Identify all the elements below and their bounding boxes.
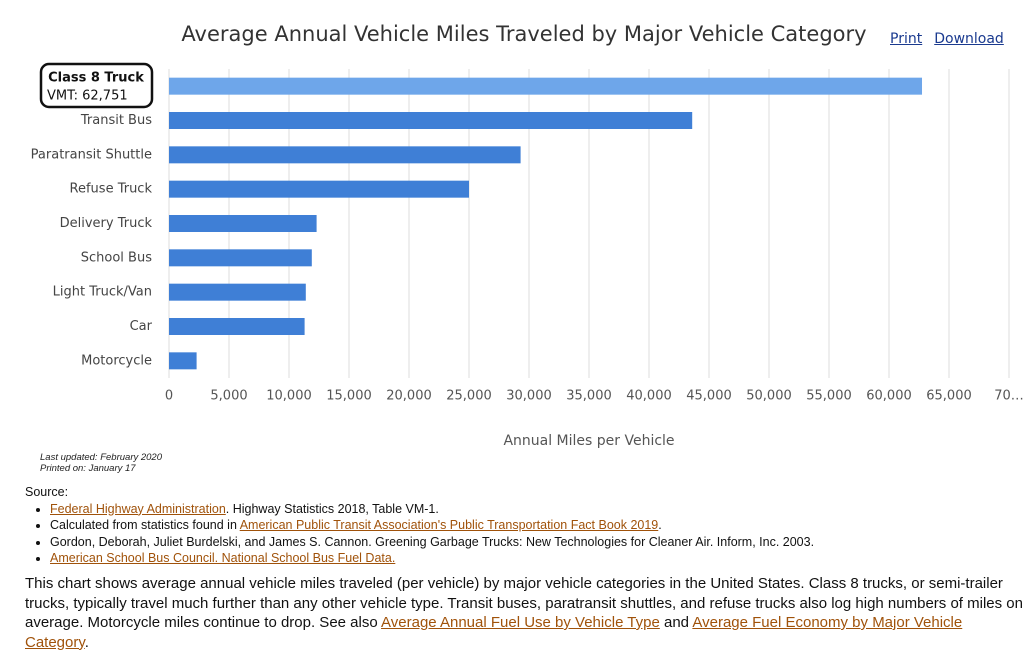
x-tick-label: 40,000 [626, 389, 672, 404]
x-tick-label: 50,000 [746, 389, 792, 404]
y-tick-label: Paratransit Shuttle [31, 147, 152, 162]
tooltip-title: Class 8 Truck [48, 71, 144, 86]
link[interactable]: Federal Highway Administration [50, 501, 226, 516]
x-tick-label: 30,000 [506, 389, 552, 404]
bar [169, 215, 317, 232]
y-tick-label: Delivery Truck [60, 216, 153, 231]
bar [169, 283, 306, 301]
bar [169, 112, 693, 129]
x-tick-label: 5,000 [210, 389, 247, 404]
y-tick-label: Refuse Truck [70, 182, 153, 197]
link[interactable]: Average Fuel Economy by Major Vehicle Ca… [25, 614, 963, 651]
tooltip-box [39, 62, 154, 109]
text: . Highway Statistics 2018, Table VM-1. [225, 501, 439, 516]
bar [169, 249, 312, 267]
text: . [658, 518, 662, 532]
x-tick-label: 60,000 [866, 389, 912, 404]
bar [169, 180, 469, 198]
x-tick-label: 55,000 [806, 389, 852, 404]
description: This chart shows average annual vehicle … [25, 574, 1024, 652]
x-tick-label: 45,000 [686, 389, 732, 404]
source-list: Federal Highway Administration. Highway … [25, 501, 814, 567]
toolbar: Print Download [890, 31, 1016, 47]
source-item: Calculated from statistics found in Amer… [50, 517, 814, 534]
x-tick-label: 35,000 [566, 389, 612, 404]
link[interactable]: American School Bus Council. National Sc… [50, 551, 396, 565]
y-tick-label: School Bus [81, 250, 152, 265]
y-tick-label: Motorcycle [81, 353, 152, 368]
sources: Source: Federal Highway Administration. … [25, 484, 814, 567]
text: . [84, 633, 89, 651]
bar [169, 352, 197, 370]
last-updated: Last updated: February 2020 [40, 452, 163, 463]
link[interactable]: American Public Transit Association's Pu… [239, 518, 659, 532]
text: This chart shows average annual vehicle … [25, 575, 1023, 631]
source-item: Federal Highway Administration. Highway … [50, 501, 814, 518]
source-item: Gordon, Deborah, Juliet Burdelski, and J… [50, 534, 814, 551]
notes: Last updated: February 2020 Printed on: … [40, 452, 162, 474]
y-tick-label: Light Truck/Van [53, 285, 152, 300]
x-tick-label: 65,000 [926, 389, 972, 404]
bar [169, 318, 305, 335]
x-tick-label: 20,000 [386, 389, 432, 404]
text: and [659, 614, 693, 631]
x-tick-label: 0 [165, 389, 173, 404]
y-tick-label: Transit Bus [80, 113, 152, 128]
x-tick-label: 15,000 [326, 389, 372, 404]
chart-title: Average Annual Vehicle Miles Traveled by… [181, 22, 866, 46]
print-link[interactable]: Print [890, 31, 923, 47]
printed-on: Printed on: January 17 [40, 463, 136, 474]
source-title: Source: [25, 485, 69, 499]
x-axis-label: Annual Miles per Vehicle [503, 433, 674, 449]
source-item: American School Bus Council. National Sc… [50, 550, 814, 567]
x-tick-label: 70… [994, 389, 1024, 404]
bar [169, 77, 923, 95]
chart: Average Annual Vehicle Miles Traveled by… [31, 22, 1024, 449]
link[interactable]: Average Annual Fuel Use by Vehicle Type [381, 614, 660, 631]
download-link[interactable]: Download [934, 31, 1004, 47]
x-tick-label: 25,000 [446, 389, 492, 404]
text: Gordon, Deborah, Juliet Burdelski, and J… [50, 534, 815, 549]
tooltip-value: VMT: 62,751 [47, 89, 128, 104]
text: Calculated from statistics found in [50, 518, 240, 532]
bar [169, 146, 521, 164]
x-tick-label: 10,000 [266, 389, 312, 404]
y-tick-label: Car [130, 319, 153, 334]
